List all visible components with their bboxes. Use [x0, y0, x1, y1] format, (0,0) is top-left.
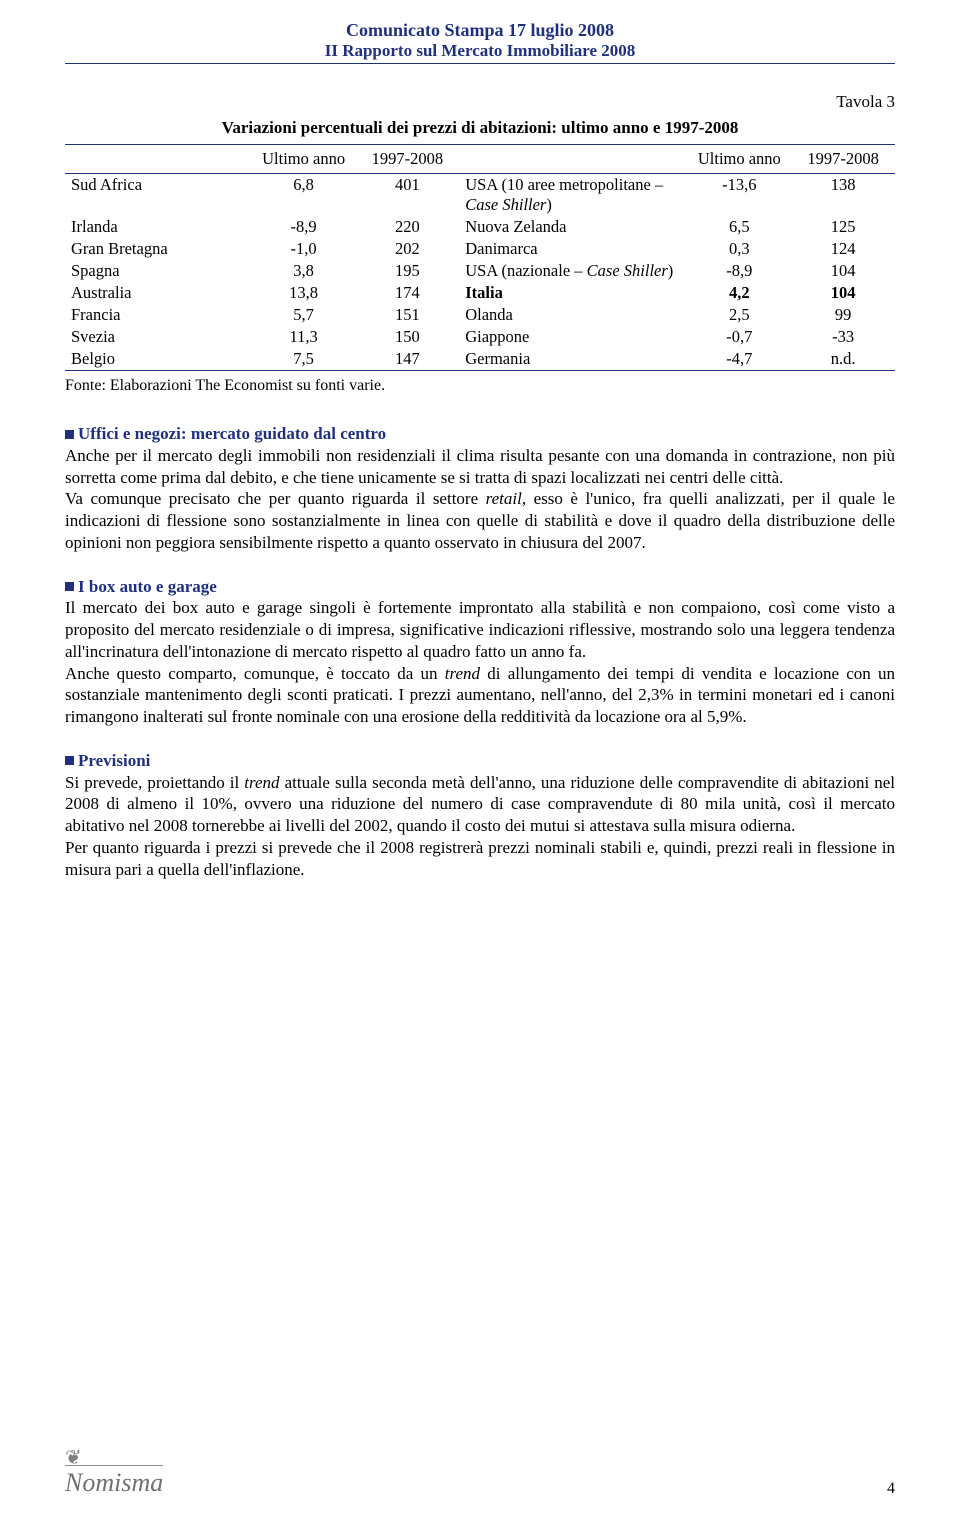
- section: I box auto e garageIl mercato dei box au…: [65, 576, 895, 728]
- page-footer: ❦ Nomisma 4: [65, 1445, 895, 1498]
- cell-period-left: 151: [355, 304, 459, 326]
- bullet-icon: [65, 430, 74, 439]
- cell-country-left: Gran Bretagna: [65, 238, 252, 260]
- table-row: Gran Bretagna-1,0202Danimarca0,3124: [65, 238, 895, 260]
- section-paragraph: Il mercato dei box auto e garage singoli…: [65, 597, 895, 662]
- cell-country-left: Svezia: [65, 326, 252, 348]
- section-title: I box auto e garage: [78, 577, 217, 596]
- table-title: Variazioni percentuali dei prezzi di abi…: [65, 118, 895, 138]
- cell-ultimo-right: 6,5: [687, 216, 791, 238]
- logo: ❦ Nomisma: [65, 1445, 163, 1498]
- table-row: Irlanda-8,9220Nuova Zelanda6,5125: [65, 216, 895, 238]
- header-title: Comunicato Stampa 17 luglio 2008: [65, 20, 895, 41]
- cell-ultimo-left: 11,3: [252, 326, 356, 348]
- cell-country-right: Olanda: [459, 304, 687, 326]
- cell-ultimo-right: -8,9: [687, 260, 791, 282]
- cell-period-left: 220: [355, 216, 459, 238]
- bullet-icon: [65, 756, 74, 765]
- section-paragraph: Si prevede, proiettando il trend attuale…: [65, 772, 895, 837]
- cell-ultimo-left: 7,5: [252, 348, 356, 371]
- table-source: Fonte: Elaborazioni The Economist su fon…: [65, 377, 895, 395]
- page-header: Comunicato Stampa 17 luglio 2008 II Rapp…: [65, 20, 895, 64]
- cell-ultimo-right: -4,7: [687, 348, 791, 371]
- section-paragraph: Va comunque precisato che per quanto rig…: [65, 488, 895, 553]
- cell-country-right: Giappone: [459, 326, 687, 348]
- cell-period-left: 202: [355, 238, 459, 260]
- cell-ultimo-left: -8,9: [252, 216, 356, 238]
- table-row: Spagna3,8195USA (nazionale – Case Shille…: [65, 260, 895, 282]
- table-label: Tavola 3: [65, 92, 895, 112]
- table-row: Sud Africa6,8401USA (10 aree metropolita…: [65, 174, 895, 217]
- section-heading: I box auto e garage: [65, 576, 895, 598]
- cell-period-right: n.d.: [791, 348, 895, 371]
- cell-period-left: 401: [355, 174, 459, 217]
- cell-country-right: USA (10 aree metropolitane – Case Shille…: [459, 174, 687, 217]
- cell-period-right: 104: [791, 282, 895, 304]
- cell-period-left: 150: [355, 326, 459, 348]
- section-title: Previsioni: [78, 751, 150, 770]
- section: Uffici e negozi: mercato guidato dal cen…: [65, 423, 895, 554]
- price-variation-table: Ultimo anno 1997-2008 Ultimo anno 1997-2…: [65, 144, 895, 371]
- cell-period-left: 174: [355, 282, 459, 304]
- th-blank2: [459, 145, 687, 174]
- section-paragraph: Anche per il mercato degli immobili non …: [65, 445, 895, 489]
- cell-ultimo-left: 13,8: [252, 282, 356, 304]
- section-heading: Previsioni: [65, 750, 895, 772]
- cell-country-left: Spagna: [65, 260, 252, 282]
- header-subtitle: II Rapporto sul Mercato Immobiliare 2008: [65, 41, 895, 61]
- cell-country-left: Francia: [65, 304, 252, 326]
- cell-ultimo-right: -13,6: [687, 174, 791, 217]
- cell-ultimo-left: -1,0: [252, 238, 356, 260]
- cell-period-right: 125: [791, 216, 895, 238]
- cell-country-left: Australia: [65, 282, 252, 304]
- cell-period-right: -33: [791, 326, 895, 348]
- cell-period-right: 99: [791, 304, 895, 326]
- section-heading: Uffici e negozi: mercato guidato dal cen…: [65, 423, 895, 445]
- cell-country-right: Nuova Zelanda: [459, 216, 687, 238]
- cell-country-left: Irlanda: [65, 216, 252, 238]
- cell-ultimo-right: 4,2: [687, 282, 791, 304]
- page-number: 4: [887, 1480, 895, 1498]
- th-ultimo1: Ultimo anno: [252, 145, 356, 174]
- section-paragraph: Anche questo comparto, comunque, è tocca…: [65, 663, 895, 728]
- table-row: Svezia11,3150Giappone-0,7-33: [65, 326, 895, 348]
- cell-ultimo-right: 0,3: [687, 238, 791, 260]
- cell-period-right: 124: [791, 238, 895, 260]
- cell-country-left: Sud Africa: [65, 174, 252, 217]
- cell-country-right: Italia: [459, 282, 687, 304]
- cell-period-left: 147: [355, 348, 459, 371]
- th-ultimo2: Ultimo anno: [687, 145, 791, 174]
- cell-ultimo-left: 6,8: [252, 174, 356, 217]
- table-row: Belgio7,5147Germania-4,7n.d.: [65, 348, 895, 371]
- th-period1: 1997-2008: [355, 145, 459, 174]
- table-row: Australia13,8174Italia4,2104: [65, 282, 895, 304]
- section: Previsioni Si prevede, proiettando il tre…: [65, 750, 895, 881]
- cell-country-right: Germania: [459, 348, 687, 371]
- cell-period-left: 195: [355, 260, 459, 282]
- th-period2: 1997-2008: [791, 145, 895, 174]
- cell-period-right: 138: [791, 174, 895, 217]
- table-header-row: Ultimo anno 1997-2008 Ultimo anno 1997-2…: [65, 145, 895, 174]
- cell-ultimo-left: 5,7: [252, 304, 356, 326]
- section-paragraph: Per quanto riguarda i prezzi si prevede …: [65, 837, 895, 881]
- logo-text: Nomisma: [65, 1465, 163, 1497]
- section-title: Uffici e negozi: mercato guidato dal cen…: [78, 424, 386, 443]
- bullet-icon: [65, 582, 74, 591]
- cell-ultimo-left: 3,8: [252, 260, 356, 282]
- th-blank1: [65, 145, 252, 174]
- cell-ultimo-right: -0,7: [687, 326, 791, 348]
- cell-country-right: Danimarca: [459, 238, 687, 260]
- cell-ultimo-right: 2,5: [687, 304, 791, 326]
- cell-country-left: Belgio: [65, 348, 252, 371]
- table-row: Francia5,7151Olanda2,599: [65, 304, 895, 326]
- cell-country-right: USA (nazionale – Case Shiller): [459, 260, 687, 282]
- cell-period-right: 104: [791, 260, 895, 282]
